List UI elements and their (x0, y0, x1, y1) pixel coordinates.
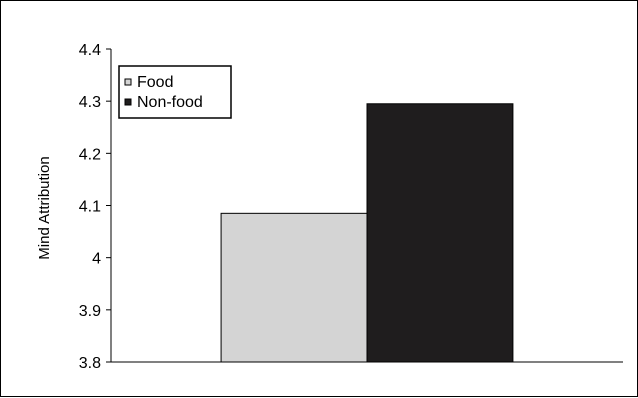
bars (220, 103, 514, 363)
y-tick-label: 4.4 (79, 42, 101, 59)
y-tick-label: 3.8 (79, 355, 101, 372)
legend-label: Non-food (137, 94, 203, 111)
bar-food (220, 212, 368, 363)
legend-swatch (124, 98, 132, 106)
y-tick-label: 3.9 (79, 303, 101, 320)
y-tick-label: 4.2 (79, 146, 101, 163)
legend-label: Food (137, 74, 173, 91)
legend: Food Non-food (118, 65, 232, 119)
bar-non-food (366, 103, 514, 363)
y-axis: 3.8 3.9 4 4.1 4.2 4.3 4.4 (79, 42, 112, 372)
y-tick-label: 4 (92, 251, 101, 268)
y-tick-label: 4.3 (79, 94, 101, 111)
legend-box (118, 65, 232, 119)
y-axis-label: Mind Attribution (36, 156, 53, 259)
legend-swatch (124, 78, 132, 86)
y-tick-label: 4.1 (79, 199, 101, 216)
